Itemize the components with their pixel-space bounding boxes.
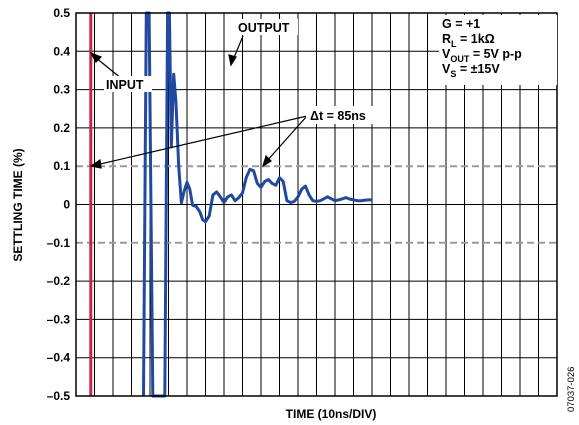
output-arrowhead [228, 54, 237, 67]
delta-t-label-bg [306, 106, 386, 124]
condition-line: RL = 1kΩ [442, 32, 495, 49]
plot-frame [75, 12, 558, 397]
dt-arrow-right-head [261, 154, 272, 168]
figure-id: 07037-026 [566, 367, 577, 412]
y-tick-label: 0.2 [53, 121, 70, 135]
annotation-arrows [89, 35, 308, 169]
y-tick-label: –0.3 [47, 312, 71, 326]
grid [76, 13, 557, 396]
y-tick-label: 0 [63, 198, 70, 212]
input-label-bg [104, 76, 152, 92]
y-axis-label: SETTLING TIME (%) [11, 148, 25, 261]
y-tick-label: –0.4 [47, 351, 71, 365]
conditions-bg [439, 15, 557, 85]
series-line-output [142, 11, 372, 398]
condition-line: VS = ±15V [442, 62, 500, 79]
y-tick-label: 0.3 [53, 83, 70, 97]
reference-lines [76, 165, 557, 244]
x-axis-label: TIME (10ns/DIV) [286, 407, 377, 421]
input-arrowhead [89, 51, 103, 63]
y-tick-label: 0.5 [53, 6, 70, 20]
dt-arrow-left-head [89, 158, 102, 169]
output-label-bg [236, 19, 298, 35]
condition-line: G = +1 [442, 17, 480, 31]
y-tick-labels: 0.5 0.4 0.3 0.2 0.1 0 –0.1 –0.2 –0.3 –0.4 –0.5 [47, 6, 71, 403]
y-tick-label: 0.4 [53, 44, 70, 58]
delta-t-label: Δt = 85ns [310, 109, 366, 123]
input-arrow [94, 56, 123, 80]
dt-arrow-left [95, 115, 308, 166]
y-tick-label: –0.5 [47, 389, 71, 403]
dt-arrow-right [265, 115, 308, 163]
y-tick-label: –0.2 [47, 274, 71, 288]
condition-line: VOUT = 5V p-p [442, 47, 522, 64]
y-tick-label: 0.1 [53, 159, 70, 173]
series-group [89, 11, 372, 398]
output-label: OUTPUT [238, 21, 290, 35]
input-label: INPUT [106, 78, 144, 92]
y-tick-label: –0.1 [47, 236, 71, 250]
